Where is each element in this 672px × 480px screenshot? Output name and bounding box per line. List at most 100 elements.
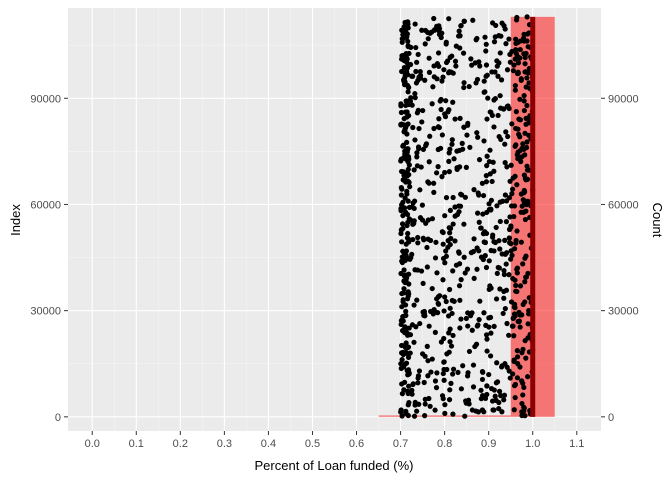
x-tick-label: 0.2 bbox=[173, 438, 188, 450]
data-point bbox=[513, 109, 519, 115]
data-point bbox=[480, 211, 486, 217]
data-point bbox=[398, 321, 404, 328]
data-point bbox=[519, 378, 525, 384]
x-tick-label: 0.8 bbox=[437, 438, 452, 450]
data-point bbox=[461, 18, 467, 24]
data-point bbox=[488, 197, 495, 203]
data-point bbox=[525, 321, 531, 327]
data-point bbox=[415, 51, 421, 58]
data-point bbox=[406, 371, 412, 377]
data-point bbox=[401, 286, 407, 292]
data-point bbox=[403, 308, 409, 314]
data-point bbox=[484, 116, 490, 122]
data-point bbox=[506, 332, 512, 338]
data-point bbox=[447, 207, 453, 213]
data-point bbox=[452, 204, 458, 210]
data-point bbox=[522, 255, 528, 261]
data-point bbox=[406, 383, 412, 389]
data-point bbox=[431, 63, 437, 69]
data-point bbox=[460, 363, 466, 369]
data-point bbox=[411, 339, 417, 345]
data-point bbox=[521, 107, 527, 114]
data-point bbox=[476, 157, 483, 163]
data-point bbox=[411, 413, 418, 419]
data-point bbox=[520, 346, 526, 352]
data-point bbox=[400, 225, 406, 232]
data-point bbox=[493, 224, 499, 231]
data-point bbox=[486, 371, 492, 378]
x-tick-label: 0.7 bbox=[393, 438, 408, 450]
data-point bbox=[443, 98, 449, 104]
data-point bbox=[502, 160, 508, 166]
data-point bbox=[441, 308, 447, 314]
data-point bbox=[399, 304, 405, 310]
data-point bbox=[514, 348, 520, 354]
data-point bbox=[461, 84, 467, 91]
data-point bbox=[522, 130, 528, 136]
data-point bbox=[403, 241, 409, 247]
data-point bbox=[473, 341, 480, 347]
data-point bbox=[413, 80, 420, 86]
data-point bbox=[465, 122, 471, 128]
data-point bbox=[517, 324, 523, 330]
data-point bbox=[511, 213, 517, 220]
data-point bbox=[524, 102, 530, 109]
data-point bbox=[503, 129, 509, 135]
data-point bbox=[400, 143, 406, 149]
data-point bbox=[423, 141, 430, 147]
data-point bbox=[412, 198, 418, 204]
data-point bbox=[416, 146, 422, 152]
data-point bbox=[523, 50, 529, 57]
data-point bbox=[439, 174, 445, 180]
data-point bbox=[452, 116, 458, 122]
data-point bbox=[458, 277, 464, 283]
data-point bbox=[411, 205, 417, 212]
data-point bbox=[524, 163, 530, 169]
data-point bbox=[522, 338, 528, 344]
data-point bbox=[518, 239, 524, 245]
data-point bbox=[447, 146, 453, 152]
data-point bbox=[399, 68, 405, 75]
data-point bbox=[404, 169, 410, 175]
data-point bbox=[508, 162, 514, 168]
data-point bbox=[407, 184, 413, 190]
data-point bbox=[457, 115, 463, 121]
data-point bbox=[403, 31, 409, 37]
data-point bbox=[481, 138, 487, 144]
data-point bbox=[410, 236, 416, 243]
data-point bbox=[515, 126, 521, 132]
data-point bbox=[448, 343, 455, 349]
data-point bbox=[403, 326, 409, 332]
data-point bbox=[414, 154, 420, 160]
data-point bbox=[479, 407, 486, 413]
data-point bbox=[484, 348, 490, 354]
data-point bbox=[477, 63, 483, 69]
data-point bbox=[501, 106, 507, 112]
data-point bbox=[409, 102, 415, 108]
data-point bbox=[460, 50, 467, 56]
data-point bbox=[419, 27, 425, 33]
data-point bbox=[443, 195, 450, 201]
data-point bbox=[504, 198, 510, 204]
data-point bbox=[512, 313, 518, 319]
scatter-points bbox=[398, 14, 536, 419]
data-point bbox=[512, 82, 518, 89]
data-point bbox=[484, 336, 490, 342]
data-point bbox=[469, 327, 475, 333]
data-point bbox=[446, 330, 452, 336]
data-point bbox=[437, 293, 443, 299]
data-point bbox=[429, 101, 435, 107]
data-point bbox=[446, 107, 452, 113]
data-point bbox=[473, 37, 479, 43]
data-point bbox=[491, 248, 497, 254]
data-point bbox=[422, 396, 428, 402]
data-point bbox=[444, 366, 450, 373]
data-point bbox=[489, 234, 496, 240]
data-point bbox=[478, 254, 485, 260]
data-point bbox=[451, 298, 457, 304]
data-point bbox=[465, 323, 471, 329]
data-point bbox=[515, 155, 521, 162]
data-point bbox=[515, 60, 522, 66]
data-point bbox=[509, 186, 516, 192]
data-point bbox=[523, 355, 529, 361]
